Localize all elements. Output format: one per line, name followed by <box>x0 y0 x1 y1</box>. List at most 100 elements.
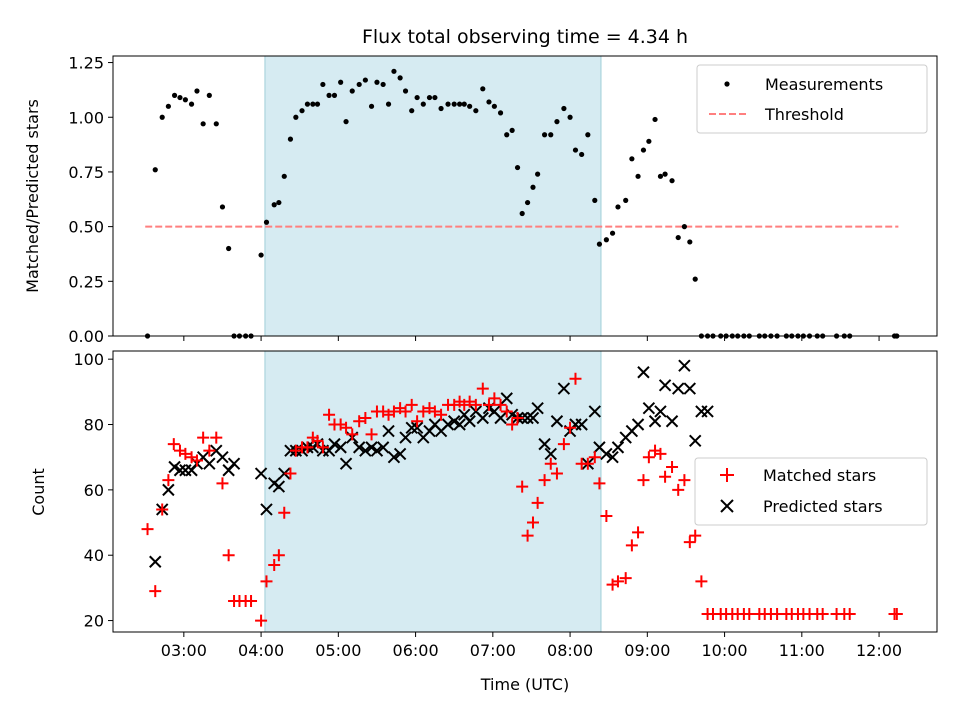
observing-window-span <box>264 55 602 337</box>
data-point <box>609 230 616 236</box>
data-point <box>385 101 392 107</box>
data-point <box>188 101 195 107</box>
data-point <box>500 405 513 418</box>
x-axis-ticks: 03:00 04:00 05:00 06:00 07:00 08:00 09:00 10:00… <box>161 632 902 660</box>
x-tick-label: 06:00 <box>393 641 439 660</box>
data-point <box>606 450 619 464</box>
data-point <box>331 92 338 98</box>
data-point <box>890 608 903 621</box>
data-point <box>376 441 390 454</box>
data-point <box>530 184 536 190</box>
data-point <box>631 418 645 431</box>
data-point <box>615 204 621 210</box>
legend-frame <box>696 64 928 134</box>
data-point <box>476 411 489 425</box>
data-point <box>619 572 632 585</box>
data-point <box>557 438 570 451</box>
data-point <box>281 173 287 179</box>
data-point <box>276 199 282 206</box>
y-axis-ticks: 20 40 60 80 100 <box>73 350 113 631</box>
data-point <box>159 114 165 120</box>
data-point <box>646 138 652 144</box>
data-point <box>506 418 519 431</box>
x-tick-label: 09:00 <box>624 641 670 660</box>
data-point <box>657 173 664 179</box>
data-point <box>642 451 655 464</box>
data-point <box>177 94 183 101</box>
panel-counts: 20 40 60 80 100 03:00 04:00 05:00 06:00 07:00 08:… <box>29 350 938 694</box>
data-point <box>441 418 455 431</box>
data-point <box>359 411 372 424</box>
data-point <box>461 101 467 107</box>
data-point <box>216 477 229 490</box>
legend-frame <box>694 457 928 526</box>
data-point <box>397 75 403 81</box>
x-tick-label: 04:00 <box>238 641 284 660</box>
data-point <box>272 480 286 493</box>
data-point <box>637 474 650 487</box>
data-point <box>603 237 609 243</box>
data-point <box>467 103 473 109</box>
data-point <box>362 77 368 83</box>
legend: Measurements Threshold <box>696 64 928 134</box>
data-point <box>625 539 638 552</box>
data-point <box>320 81 326 88</box>
data-point <box>387 450 401 464</box>
data-point <box>509 127 515 133</box>
data-point <box>210 431 223 444</box>
data-point <box>409 108 415 114</box>
data-point <box>216 450 229 464</box>
data-point <box>453 418 466 431</box>
legend-marker-matched-stars <box>720 468 734 482</box>
data-point <box>648 415 662 428</box>
data-point <box>268 559 281 572</box>
data-point <box>642 401 656 415</box>
data-point <box>314 101 321 107</box>
data-point <box>596 241 603 247</box>
data-point <box>190 454 203 467</box>
data-point <box>435 408 448 421</box>
data-point <box>593 477 606 490</box>
data-point <box>343 119 349 125</box>
data-point <box>263 219 270 225</box>
data-point <box>278 467 291 480</box>
data-point <box>359 444 372 457</box>
y-axis-label: Matched/Predicted stars <box>23 99 42 293</box>
data-point <box>678 474 691 487</box>
legend-label-measurements: Measurements <box>765 75 883 94</box>
data-point <box>445 101 451 107</box>
data-point <box>311 434 324 447</box>
data-point <box>165 103 171 109</box>
data-point <box>149 555 162 568</box>
data-point <box>451 101 457 107</box>
data-point <box>519 210 525 217</box>
data-point <box>287 136 294 142</box>
data-point <box>683 536 696 549</box>
data-point <box>564 421 577 434</box>
data-point <box>141 523 154 536</box>
data-point <box>167 438 180 451</box>
data-point <box>692 276 698 282</box>
data-point <box>524 199 531 206</box>
data-point <box>816 608 829 621</box>
data-point <box>500 392 513 405</box>
shaded-region <box>264 350 602 633</box>
data-point <box>334 441 347 454</box>
data-point <box>149 585 162 598</box>
data-point <box>356 81 362 88</box>
data-point <box>173 464 187 477</box>
data-point <box>665 415 679 428</box>
data-point <box>374 79 380 85</box>
data-point <box>476 382 489 395</box>
data-point <box>426 94 433 101</box>
data-point <box>340 421 353 434</box>
shaded-region <box>264 55 602 337</box>
y-tick-label: 0.00 <box>68 327 104 346</box>
data-point <box>432 94 438 101</box>
data-point <box>346 428 359 441</box>
data-point <box>672 483 685 496</box>
data-point <box>328 437 341 451</box>
data-point <box>271 202 277 208</box>
data-point <box>326 92 332 98</box>
